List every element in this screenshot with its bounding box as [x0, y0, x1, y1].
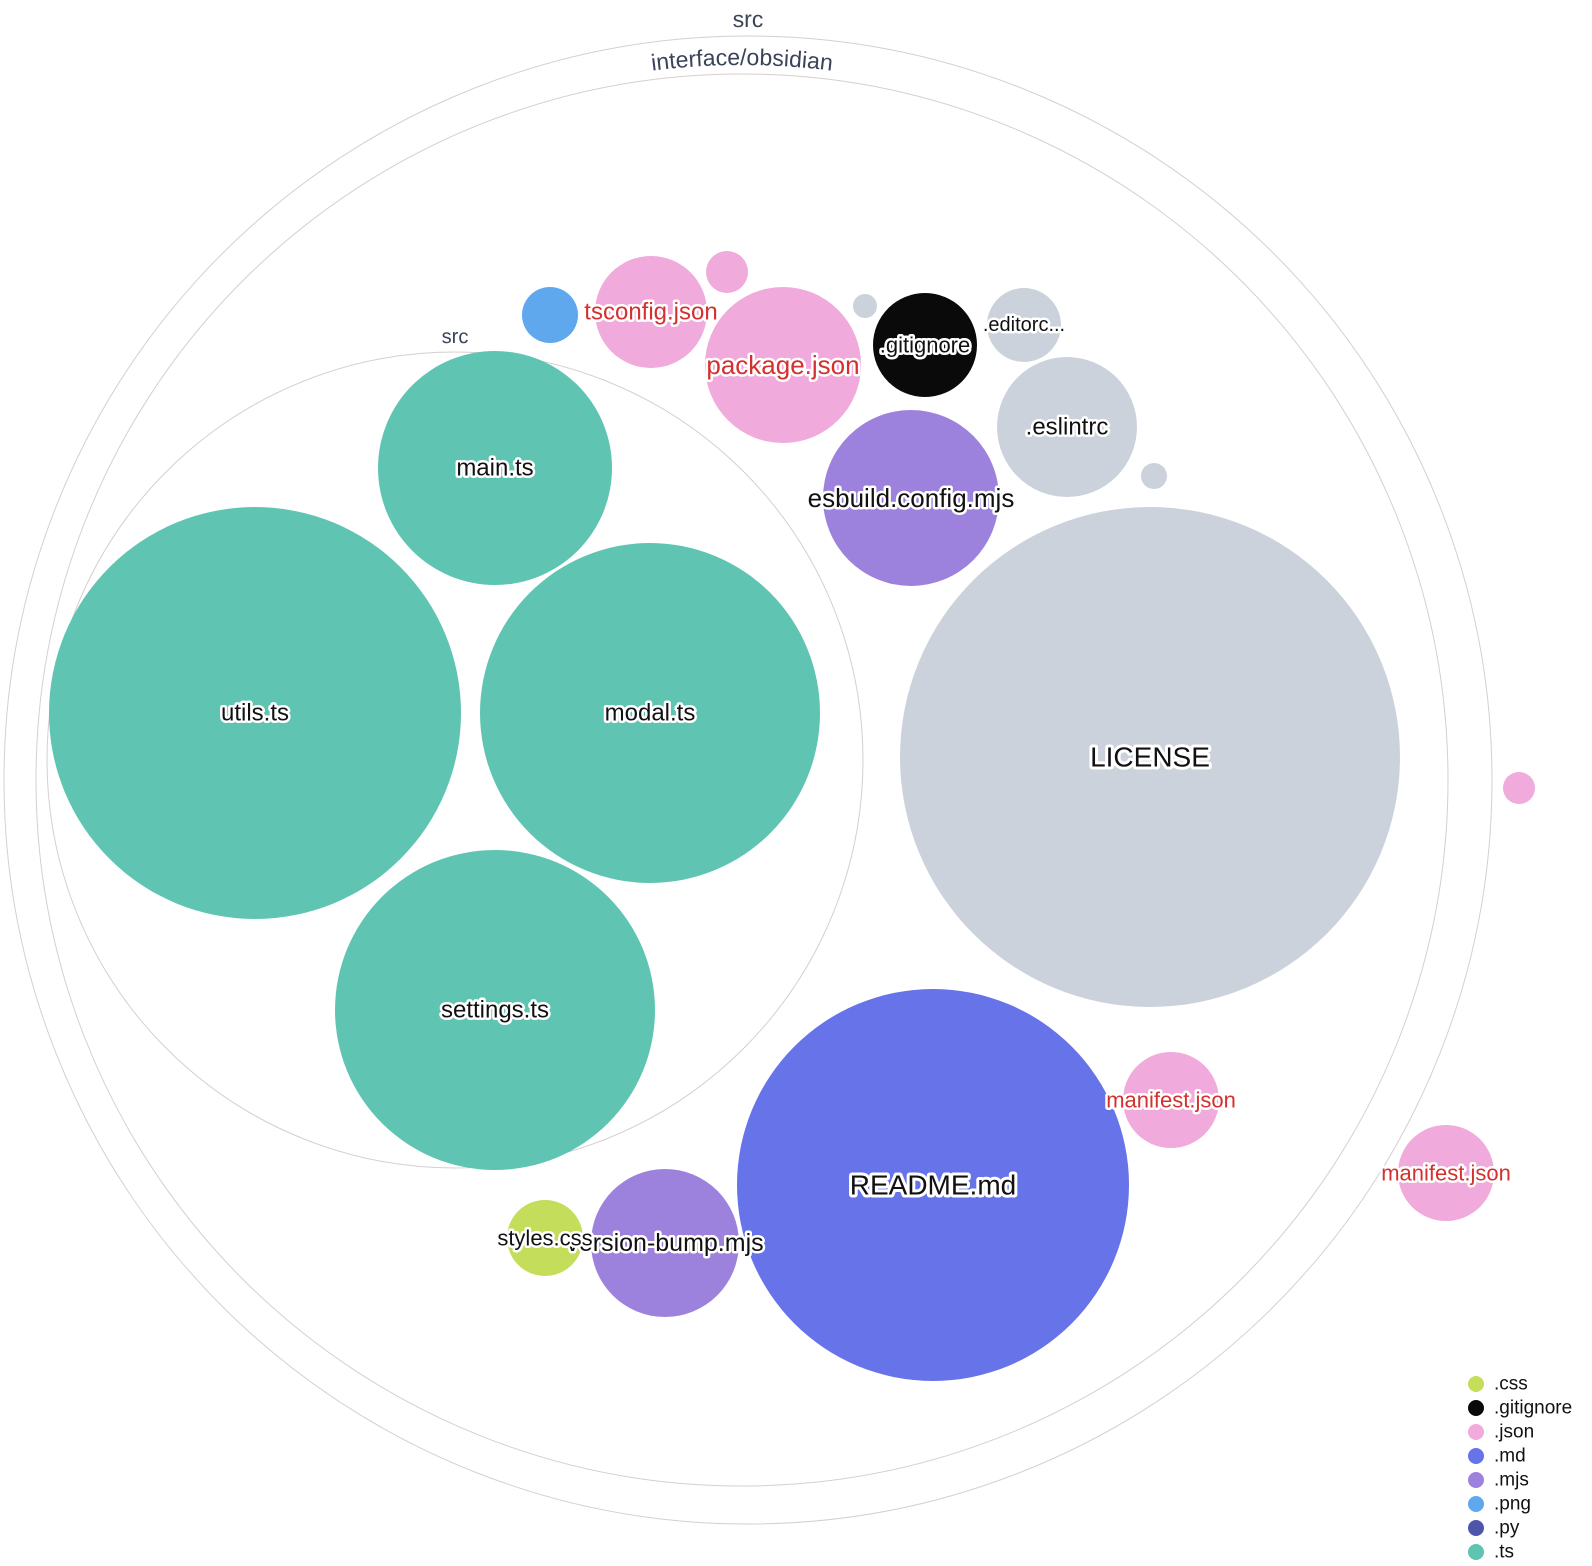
- file-label-README-md: README.md: [850, 1170, 1016, 1201]
- file-label-styles-css: styles.css: [497, 1226, 592, 1251]
- legend-item-css: .css: [1468, 1374, 1528, 1395]
- legend-label-mjs: .mjs: [1494, 1470, 1529, 1491]
- file-circle-manifest-json: [1398, 1125, 1494, 1221]
- legend-label-css: .css: [1494, 1374, 1528, 1395]
- legend-item-mjs: .mjs: [1468, 1470, 1529, 1491]
- legend-label-ts: .ts: [1494, 1542, 1514, 1563]
- legend-swatch-png: [1468, 1496, 1484, 1512]
- file-label--editorc-: .editorc...: [983, 314, 1065, 336]
- file-label-manifest-json: manifest.json: [1106, 1088, 1236, 1113]
- file-circle-README-md: [737, 989, 1129, 1381]
- legend-item-py: .py: [1468, 1518, 1520, 1539]
- legend-label-png: .png: [1494, 1494, 1531, 1515]
- legend-label-json: .json: [1494, 1422, 1534, 1443]
- legend: .css .gitignore .json .md .mjs .png .py .ts: [1468, 1374, 1572, 1563]
- folder-label-src: src: [732, 6, 763, 32]
- file-label-tsconfig-json: tsconfig.json: [584, 299, 717, 326]
- legend-item-md: .md: [1468, 1446, 1526, 1467]
- file-circle-styles-css: [507, 1200, 583, 1276]
- file-label-group: tsconfig.json package.json .gitignore .edit…: [218, 296, 1513, 1260]
- legend-swatch-ts: [1468, 1544, 1484, 1560]
- file-circle-manifest-json: [1123, 1052, 1219, 1148]
- file-circle-package-json: [705, 287, 861, 443]
- legend-swatch-css: [1468, 1376, 1484, 1392]
- file-circle--eslintrc: [997, 357, 1137, 497]
- file-circle: [853, 294, 877, 318]
- folder-label-src: src: [441, 326, 468, 348]
- legend-swatch-md: [1468, 1448, 1484, 1464]
- file-circle-utils-ts: [49, 507, 461, 919]
- file-circle: [1503, 772, 1535, 804]
- file-circle--gitignore: [873, 293, 977, 397]
- file-label-esbuild-config-mjs: esbuild.config.mjs: [808, 483, 1015, 513]
- legend-item-png: .png: [1468, 1494, 1531, 1515]
- file-label-modal-ts: modal.ts: [605, 700, 696, 727]
- file-circle: [1141, 463, 1167, 489]
- file-circle-main-ts: [378, 351, 612, 585]
- legend-swatch-mjs: [1468, 1472, 1484, 1488]
- file-label-package-json: package.json: [706, 350, 859, 380]
- file-circle: [706, 251, 748, 293]
- legend-swatch-gitignore: [1468, 1400, 1484, 1416]
- legend-item-gitignore: .gitignore: [1468, 1398, 1572, 1419]
- legend-label-md: .md: [1494, 1446, 1526, 1467]
- file-circle-version-bump-mjs: [591, 1169, 739, 1317]
- file-label-version-bump-mjs: version-bump.mjs: [566, 1229, 763, 1257]
- file-circle-settings-ts: [335, 850, 655, 1170]
- legend-swatch-json: [1468, 1424, 1484, 1440]
- legend-item-ts: .ts: [1468, 1542, 1514, 1563]
- file-circle-LICENSE: [900, 507, 1400, 1007]
- file-label-utils-ts: utils.ts: [221, 700, 289, 727]
- file-circle-esbuild-config-mjs: [823, 410, 999, 586]
- file-circle: [522, 287, 578, 343]
- legend-swatch-py: [1468, 1520, 1484, 1536]
- file-label-manifest-json: manifest.json: [1381, 1161, 1511, 1186]
- file-circle-modal-ts: [480, 543, 820, 883]
- file-label-main-ts: main.ts: [456, 455, 533, 482]
- file-label-LICENSE: LICENSE: [1090, 742, 1210, 773]
- file-group: [49, 251, 1535, 1381]
- legend-label-py: .py: [1494, 1518, 1520, 1539]
- file-label-settings-ts: settings.ts: [441, 997, 549, 1024]
- file-label--gitignore: .gitignore: [880, 333, 971, 358]
- file-circle--editorc-: [987, 288, 1061, 362]
- file-circle-tsconfig-json: [595, 256, 707, 368]
- legend-label-gitignore: .gitignore: [1494, 1398, 1572, 1419]
- legend-item-json: .json: [1468, 1422, 1534, 1443]
- file-label--eslintrc: .eslintrc: [1026, 414, 1109, 441]
